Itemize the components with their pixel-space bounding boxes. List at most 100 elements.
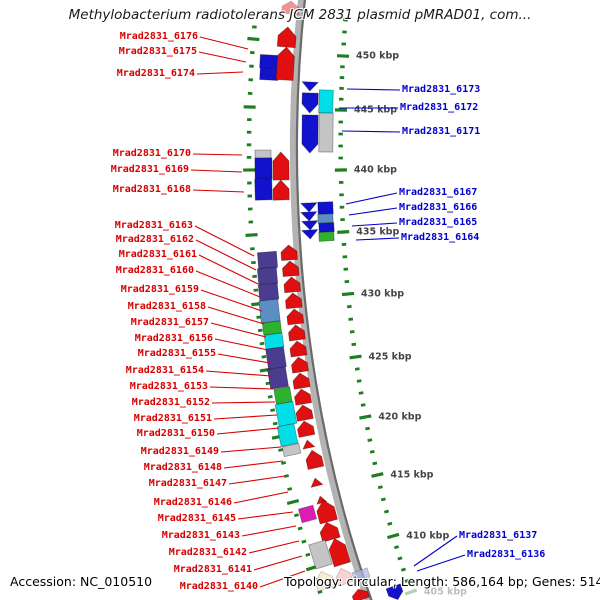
- gene-feature-arrowU[interactable]: [285, 292, 303, 310]
- gene-label[interactable]: Mrad2831_6153: [129, 380, 208, 392]
- gene-feature-rect[interactable]: [254, 178, 273, 201]
- scale-tick-minor: [349, 330, 355, 334]
- gene-feature-rect[interactable]: [318, 112, 334, 153]
- gene-feature-arrowU[interactable]: [272, 151, 290, 181]
- gene-label[interactable]: Mrad2831_6145: [157, 512, 236, 524]
- gene-feature-rect[interactable]: [261, 320, 283, 336]
- gene-feature-rect[interactable]: [267, 366, 289, 390]
- gene-label[interactable]: Mrad2831_6147: [148, 477, 227, 489]
- gene-feature-arrowU[interactable]: [283, 276, 302, 294]
- gene-feature-tri[interactable]: [301, 439, 316, 450]
- gene-feature-rect[interactable]: [274, 401, 298, 427]
- genome-track[interactable]: [290, 0, 373, 600]
- gene-label[interactable]: Mrad2831_6170: [112, 147, 191, 159]
- gene-feature-rect[interactable]: [254, 157, 273, 180]
- gene-feature-rect[interactable]: [308, 539, 333, 570]
- gene-feature-arrowU[interactable]: [318, 520, 341, 543]
- gene-feature-rect[interactable]: [317, 213, 334, 224]
- gene-feature-arrowU[interactable]: [290, 356, 309, 374]
- gene-feature-chev[interactable]: [299, 202, 318, 213]
- gene-label[interactable]: Mrad2831_6150: [136, 427, 215, 439]
- gene-label[interactable]: Mrad2831_6142: [168, 546, 247, 558]
- gene-feature-arrowU[interactable]: [293, 388, 313, 406]
- gene-feature-rect[interactable]: [259, 67, 279, 81]
- gene-label[interactable]: Mrad2831_6146: [153, 496, 232, 508]
- gene-label[interactable]: Mrad2831_6160: [115, 264, 194, 276]
- gene-label[interactable]: Mrad2831_6159: [120, 283, 199, 295]
- gene-label[interactable]: Mrad2831_6161: [118, 248, 197, 260]
- gene-feature-arrowU[interactable]: [296, 420, 316, 438]
- gene-feature-rect[interactable]: [254, 149, 272, 159]
- gene-feature-rect[interactable]: [257, 282, 280, 302]
- gene-label[interactable]: Mrad2831_6136: [467, 548, 546, 560]
- gene-feature-rect[interactable]: [276, 423, 299, 447]
- gene-feature-arrowU[interactable]: [286, 308, 305, 326]
- gene-feature-rect[interactable]: [256, 266, 279, 286]
- gene-feature-arrowU[interactable]: [288, 324, 306, 342]
- gene-feature-arrowU[interactable]: [304, 448, 325, 471]
- gene-feature-rect[interactable]: [281, 442, 302, 458]
- gene-label[interactable]: Mrad2831_6137: [459, 529, 538, 541]
- gene-feature-rect[interactable]: [318, 89, 334, 114]
- gene-feature-rect[interactable]: [297, 504, 318, 524]
- gene-feature-arrowU[interactable]: [313, 569, 336, 592]
- gene-label[interactable]: Mrad2831_6166: [399, 201, 478, 213]
- gene-feature-arrowD[interactable]: [351, 567, 372, 588]
- gene-label[interactable]: Mrad2831_6173: [402, 83, 481, 95]
- gene-label[interactable]: Mrad2831_6174: [116, 67, 195, 79]
- gene-label[interactable]: Mrad2831_6141: [173, 563, 252, 575]
- gene-feature-arrowD[interactable]: [385, 583, 405, 600]
- gene-feature-rect[interactable]: [258, 298, 281, 324]
- scale-tick-minor: [351, 342, 357, 347]
- gene-label[interactable]: Mrad2831_6168: [112, 183, 191, 195]
- gene-feature-chev[interactable]: [300, 220, 319, 231]
- gene-label[interactable]: Mrad2831_6156: [134, 332, 213, 344]
- gene-feature-arrowU[interactable]: [280, 244, 298, 261]
- gene-feature-arrowU[interactable]: [282, 260, 300, 278]
- gene-feature-arrowU[interactable]: [334, 566, 354, 587]
- gene-feature-arrowD[interactable]: [301, 92, 319, 114]
- gene-feature-arrowU[interactable]: [292, 372, 311, 390]
- gene-feature-arrowU[interactable]: [280, 0, 300, 16]
- gene-label[interactable]: Mrad2831_6158: [127, 300, 206, 312]
- gene-feature-arrowU[interactable]: [276, 26, 297, 49]
- gene-feature-rect[interactable]: [256, 250, 279, 270]
- gene-feature-rect[interactable]: [318, 231, 335, 242]
- gene-feature-chev[interactable]: [300, 229, 319, 240]
- gene-label[interactable]: Mrad2831_6154: [125, 364, 204, 376]
- gene-label[interactable]: Mrad2831_6149: [140, 445, 219, 457]
- gene-label[interactable]: Mrad2831_6155: [137, 347, 216, 359]
- gene-feature-arrowU[interactable]: [289, 340, 308, 358]
- gene-feature-arrowU[interactable]: [326, 536, 352, 568]
- gene-label[interactable]: Mrad2831_6157: [130, 316, 209, 328]
- gene-label[interactable]: Mrad2831_6143: [161, 529, 240, 541]
- gene-feature-arrowU[interactable]: [275, 46, 295, 81]
- gene-label[interactable]: Mrad2831_6167: [399, 186, 478, 198]
- gene-feature-rect[interactable]: [317, 201, 334, 215]
- gene-feature-rect[interactable]: [273, 386, 293, 405]
- gene-feature-rect[interactable]: [265, 346, 287, 370]
- gene-label[interactable]: Mrad2831_6172: [400, 101, 479, 113]
- gene-label[interactable]: Mrad2831_6175: [118, 45, 197, 57]
- gene-label[interactable]: Mrad2831_6169: [110, 163, 189, 175]
- gene-label[interactable]: Mrad2831_6151: [133, 412, 212, 424]
- gene-feature-chev[interactable]: [299, 211, 318, 222]
- gene-feature-arrowU[interactable]: [272, 179, 290, 201]
- gene-feature-rect[interactable]: [259, 54, 279, 69]
- gene-feature-rect[interactable]: [318, 222, 335, 233]
- gene-feature-rect[interactable]: [263, 332, 285, 350]
- gene-feature-arrowU[interactable]: [295, 404, 314, 422]
- gene-feature-arrowU[interactable]: [314, 498, 339, 525]
- gene-label[interactable]: Mrad2831_6164: [401, 231, 480, 243]
- gene-label[interactable]: Mrad2831_6165: [399, 216, 478, 228]
- gene-label[interactable]: Mrad2831_6171: [402, 125, 481, 137]
- gene-feature-tri[interactable]: [309, 477, 324, 488]
- gene-label[interactable]: Mrad2831_6140: [179, 580, 258, 592]
- gene-feature-arrowD[interactable]: [301, 114, 319, 154]
- gene-label[interactable]: Mrad2831_6162: [115, 233, 194, 245]
- gene-label[interactable]: Mrad2831_6152: [131, 396, 210, 408]
- gene-label[interactable]: Mrad2831_6163: [114, 219, 193, 231]
- gene-feature-chev[interactable]: [301, 81, 320, 92]
- gene-label[interactable]: Mrad2831_6148: [143, 461, 222, 473]
- gene-label[interactable]: Mrad2831_6176: [119, 30, 198, 42]
